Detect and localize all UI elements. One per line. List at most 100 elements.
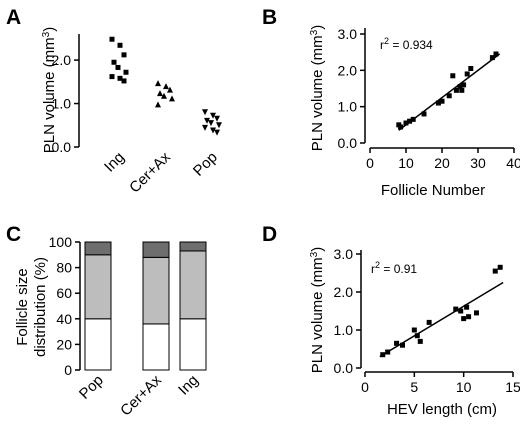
panel-b-fit-line: [398, 53, 501, 131]
panel-a-point-pop: [210, 127, 216, 134]
panel-b-y-tick-label: 0.0: [338, 135, 358, 151]
panel-d-data-point: [426, 319, 432, 325]
panel-d-ylabel: PLN volume (mm3): [309, 247, 326, 373]
panel-c-category-label: Cer+Ax: [117, 371, 165, 419]
panel-c-bar-segment: [84, 241, 112, 256]
panel-b-data-point: [421, 111, 427, 117]
panel-c-bar-segment: [179, 318, 207, 371]
panel-d-y-tick-label: 2.0: [334, 284, 354, 300]
panel-a-point-pop: [214, 129, 220, 136]
panel-a-point-cerax: [167, 86, 173, 93]
panel-c-y-tick-label: 80: [56, 260, 72, 276]
panel-a-point-ing: [117, 42, 123, 48]
panel-d-data-point: [399, 342, 405, 348]
panel-b-x-tick-label: 0: [366, 155, 374, 171]
panel-c-bar-segment: [142, 241, 170, 258]
panel-a-y-tick-label: 1.0: [52, 96, 72, 112]
panel-c-y-tick-label: 100: [49, 234, 73, 250]
panel-d-y-tick-label: 0.0: [334, 360, 354, 376]
panel-d-data-point: [497, 264, 503, 270]
panel-d-y-tick-label: 3.0: [334, 246, 354, 262]
panel-d-x-tick-label: 15: [505, 379, 520, 395]
panel-c-bar-segment: [179, 241, 207, 252]
panel-c-y-tick-label: 40: [56, 311, 72, 327]
panel-b-ylabel: PLN volume (mm3): [309, 25, 326, 151]
panel-b-data-point: [459, 87, 465, 93]
panel-a-point-ing: [109, 36, 115, 42]
panel-c-bar-segment: [84, 254, 112, 320]
panel-a-ylabel: PLN volume (mm3): [41, 27, 58, 153]
panel-a-point-ing: [117, 75, 123, 81]
panel-b-data-point: [464, 71, 470, 77]
panel-a-category-label: Pop: [190, 149, 221, 180]
panel-d-data-point: [492, 268, 498, 274]
panel-b-data-point: [403, 120, 409, 126]
panel-a-point-ing: [121, 78, 127, 84]
panel-a-point-pop: [202, 124, 208, 131]
panel-a-point-ing: [123, 69, 129, 75]
panel-b-x-tick-label: 10: [398, 155, 414, 171]
panel-label-c: C: [6, 223, 21, 246]
panel-b-data-point: [453, 87, 459, 93]
panel-b-data-point: [489, 55, 495, 61]
panel-b-x-tick-label: 20: [434, 155, 450, 171]
panel-c-y-tick-label: 20: [56, 336, 72, 352]
panel-d-data-point: [458, 308, 464, 314]
panel-b-y-tick-label: 1.0: [338, 99, 358, 115]
panel-c-chart: Follicle size distribution (%) 0 20 40 60 80…: [14, 234, 207, 419]
panel-label-b: B: [262, 6, 277, 29]
panel-b-data-point: [457, 84, 463, 90]
panel-d-x-tick-label: 5: [410, 379, 418, 395]
panel-a-point-cerax: [155, 80, 161, 87]
panel-a-y-tick-label: 0.0: [52, 139, 72, 155]
panel-d-xlabel: HEV length (cm): [387, 401, 497, 418]
panel-c-bar-segment: [84, 318, 112, 371]
panel-d-data-point: [414, 333, 420, 339]
panel-d-chart: PLN volume (mm3) HEV length (cm) r2 = 0.…: [309, 246, 520, 418]
panel-d-data-point: [453, 306, 459, 312]
panel-b-data-point: [450, 73, 456, 79]
panel-a-point-pop: [210, 112, 216, 119]
panel-b-data-point: [461, 82, 467, 88]
panel-c-bar-segment: [142, 323, 170, 371]
panel-c-y-tick-label: 0: [64, 362, 72, 378]
panel-a-point-ing: [109, 74, 115, 80]
panel-c-ylabel-line2: distribution (%): [32, 257, 49, 357]
panel-a-category-label: Ing: [101, 149, 128, 176]
panel-d-fit-line: [379, 281, 504, 358]
panel-a-y-tick-label: 2.0: [52, 52, 72, 68]
panel-b-data-point: [439, 98, 445, 104]
panel-c-category-label: Pop: [76, 372, 107, 403]
panel-a-point-cerax: [163, 83, 169, 90]
panel-b-data-point: [468, 66, 474, 72]
panel-b-data-point: [398, 124, 404, 130]
panel-a-point-pop: [214, 115, 220, 122]
panel-a-point-pop: [208, 120, 214, 127]
panel-d-data-point: [411, 327, 417, 333]
panel-d-r2-annotation: r2 = 0.91: [371, 260, 417, 276]
panel-c-y-tick-label: 60: [56, 285, 72, 301]
panel-a-point-cerax: [155, 101, 161, 108]
panel-b-chart: PLN volume (mm3) Follicle Number r2 = 0.…: [309, 25, 520, 199]
panel-a-point-pop: [202, 109, 208, 116]
panel-b-r2-annotation: r2 = 0.934: [380, 36, 433, 52]
panel-a-point-ing: [115, 64, 121, 70]
panel-a-point-ing: [121, 52, 127, 58]
panel-a-category-label: Cer+Ax: [126, 148, 174, 196]
panel-b-data-point: [493, 51, 499, 57]
panel-b-x-tick-label: 40: [506, 155, 520, 171]
panel-b-xlabel: Follicle Number: [381, 182, 485, 199]
panel-b-x-tick-label: 30: [470, 155, 486, 171]
panel-d-x-tick-label: 0: [361, 379, 369, 395]
panel-c-bar-segment: [179, 250, 207, 320]
panel-b-data-point: [446, 93, 452, 99]
panel-a-point-cerax: [169, 95, 175, 102]
panel-c-ylabel-line1: Follicle size: [14, 268, 31, 346]
panel-a-point-pop: [216, 122, 222, 129]
panel-d-data-point: [464, 304, 470, 310]
panel-d-data-point: [461, 316, 467, 322]
panel-b-data-point: [435, 100, 441, 106]
panel-label-a: A: [6, 6, 21, 29]
